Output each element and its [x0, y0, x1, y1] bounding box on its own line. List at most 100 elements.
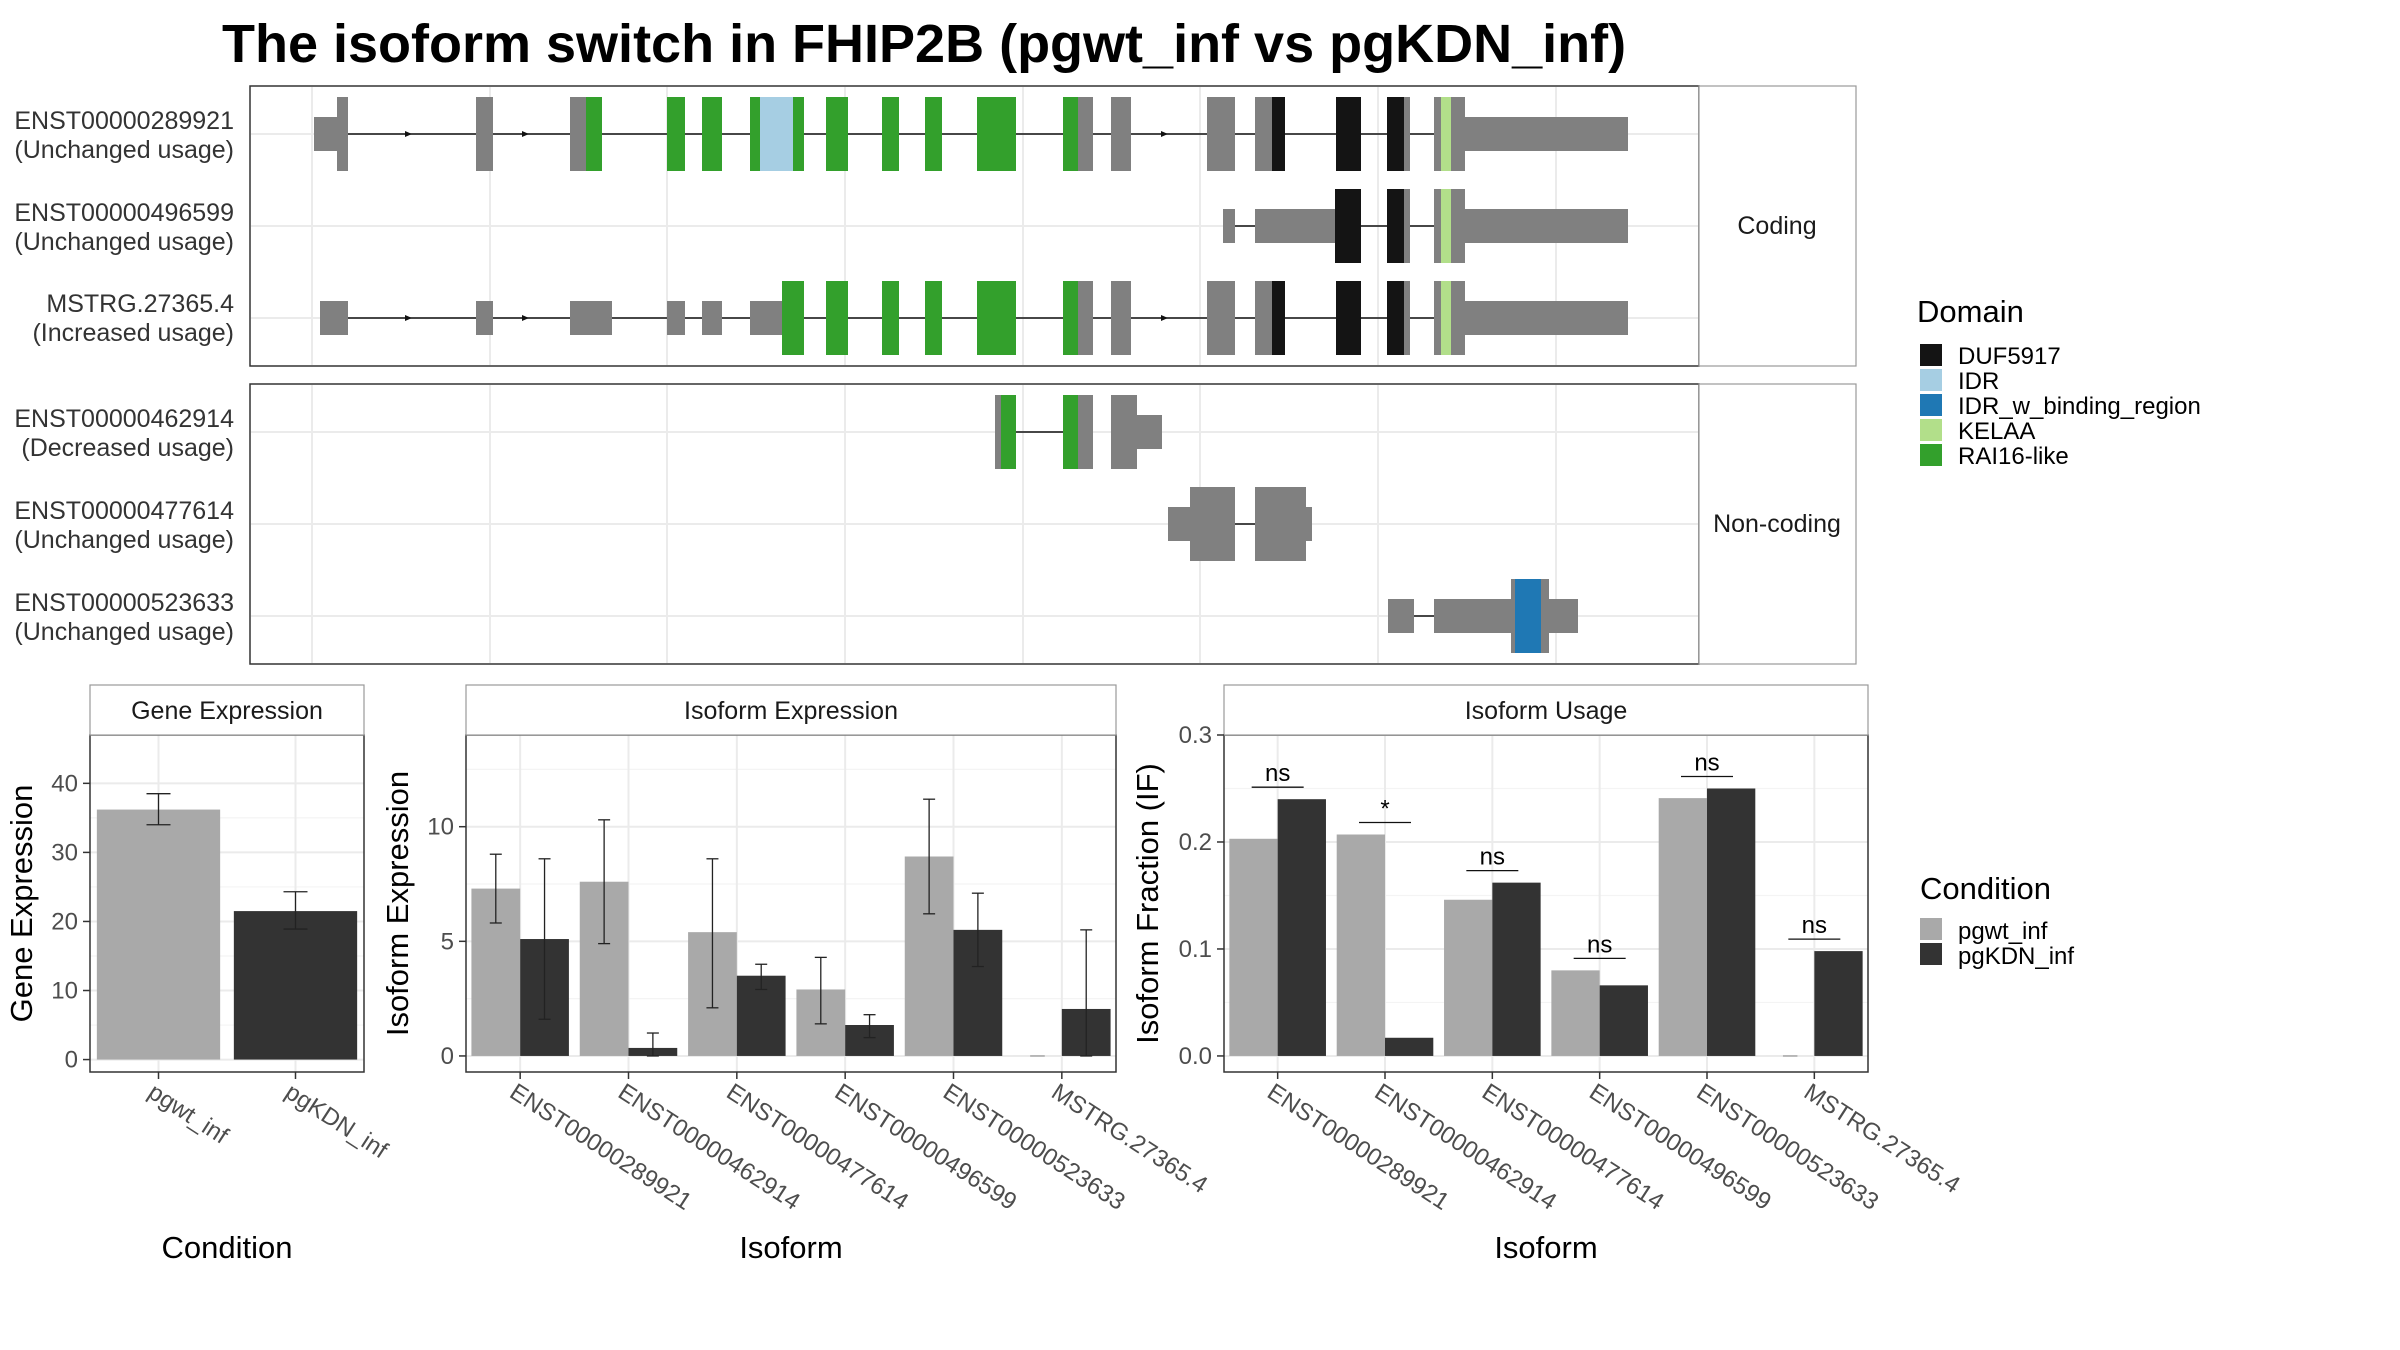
isoform-expression-chart: Isoform Expression0510ENST00000289921ENS… — [380, 684, 1212, 1265]
exon-block — [570, 301, 612, 335]
bar — [1814, 951, 1863, 1056]
transcript-structure-plot: Coding Non-coding ENST00000289921 (Uncha… — [14, 85, 1857, 665]
legend-label-IDR: IDR — [1958, 368, 1999, 395]
intron-arrow — [405, 131, 412, 137]
exon-block — [702, 301, 722, 335]
x-axis-title: Condition — [162, 1230, 293, 1265]
exon-block — [1465, 301, 1628, 335]
exon-block — [1434, 281, 1441, 355]
y-tick-label: 0.1 — [1179, 936, 1212, 963]
coding-strip-label: Coding — [1737, 212, 1816, 240]
exon-block — [882, 281, 899, 355]
exon-block — [1111, 281, 1131, 355]
legend-label-KELAA: KELAA — [1958, 418, 2035, 445]
figure-title: The isoform switch in FHIP2B (pgwt_inf v… — [222, 14, 1626, 74]
panel-background — [1224, 735, 1868, 1072]
exon-block — [1063, 281, 1078, 355]
exon-block — [1078, 281, 1093, 355]
gene-expression-chart: Gene Expression 0 10 20 30 40 pgwt_inf pgKDN_in… — [4, 684, 393, 1265]
x-tick-label: ENST00000477614 — [722, 1078, 914, 1215]
transcript-usage-label: (Unchanged usage) — [14, 618, 234, 646]
y-tick-label: 0.2 — [1179, 829, 1212, 856]
legend-label-pgwt-inf: pgwt_inf — [1958, 918, 2048, 945]
panel-title: Isoform Expression — [684, 697, 898, 725]
exon-block — [1335, 189, 1361, 263]
exon-block — [1434, 97, 1441, 171]
transcript-id-label: ENST00000477614 — [14, 497, 234, 525]
exon-block — [1441, 97, 1451, 171]
y-tick-label: 10 — [427, 814, 454, 841]
y-tick-label: 0.3 — [1179, 722, 1212, 749]
transcript-id-label: ENST00000523633 — [14, 589, 234, 617]
exon-block — [1137, 415, 1162, 449]
bar — [1551, 970, 1600, 1056]
x-tick-label: ENST00000462914 — [613, 1078, 805, 1215]
x-tick-label: ENST00000289921 — [505, 1078, 697, 1215]
transcript-id-label: MSTRG.27365.4 — [46, 290, 234, 318]
bar — [1707, 788, 1756, 1056]
exon-block — [1111, 97, 1131, 171]
y-tick-label: 0 — [441, 1043, 454, 1070]
x-tick-label: ENST00000477614 — [1477, 1078, 1669, 1215]
exon-block — [1223, 209, 1235, 243]
x-tick-label: ENST00000496599 — [830, 1078, 1022, 1215]
x-tick-label: ENST00000523633 — [938, 1078, 1130, 1215]
exon-block — [476, 301, 493, 335]
exon-block — [1001, 395, 1016, 469]
exon-block — [1063, 395, 1078, 469]
exon-block — [1078, 395, 1093, 469]
y-tick-label: 40 — [51, 770, 78, 797]
intron-arrow — [1161, 131, 1168, 137]
intron-arrow — [405, 315, 412, 321]
exon-block — [1451, 281, 1465, 355]
exon-block — [1511, 579, 1515, 653]
exon-block — [1207, 97, 1235, 171]
legend-swatch-IDR-w-binding-region — [1920, 394, 1942, 416]
exon-block — [1111, 395, 1137, 469]
exon-block — [1306, 507, 1312, 541]
panel-title: Gene Expression — [131, 697, 323, 725]
legend-swatch-IDR — [1920, 369, 1942, 391]
transcript-usage-label: (Unchanged usage) — [14, 228, 234, 256]
exon-block — [1063, 97, 1078, 171]
exon-block — [476, 97, 493, 171]
bar — [1492, 882, 1541, 1056]
legend-swatch-RAI16-like — [1920, 444, 1942, 466]
significance-label: * — [1380, 795, 1389, 822]
exon-block — [667, 301, 685, 335]
panel-strip — [1223, 684, 1869, 736]
domain-legend: Domain DUF5917 IDR IDR_w_binding_region … — [1917, 294, 2201, 470]
exon-block — [1272, 281, 1285, 355]
exon-block — [1255, 97, 1272, 171]
y-tick-label: 5 — [441, 928, 454, 955]
exon-block — [882, 97, 899, 171]
exon-block — [1441, 281, 1451, 355]
legend-swatch-pgkdn-inf — [1920, 943, 1942, 965]
coding-panel: Coding — [249, 85, 1857, 367]
panel-background — [466, 735, 1116, 1072]
exon-block — [1255, 209, 1335, 243]
exon-block — [702, 97, 722, 171]
legend-swatch-pgwt-inf — [1920, 918, 1942, 940]
y-tick-label: 10 — [51, 978, 78, 1005]
exon-block — [782, 281, 804, 355]
x-tick-label: pgwt_inf — [143, 1078, 233, 1150]
exon-block — [977, 281, 1016, 355]
exon-block — [1434, 189, 1441, 263]
y-axis-title: Gene Expression — [4, 785, 39, 1023]
exon-block — [570, 97, 586, 171]
y-tick-label: 0 — [65, 1047, 78, 1074]
condition-legend-title: Condition — [1920, 871, 2051, 906]
exon-block — [1549, 599, 1578, 633]
bar — [1444, 899, 1493, 1056]
exon-block — [977, 97, 1016, 171]
transcript-id-label: ENST00000289921 — [14, 107, 234, 135]
transcript-usage-label: (Decreased usage) — [21, 434, 234, 462]
significance-label: ns — [1802, 912, 1827, 939]
panel-strip — [465, 684, 1117, 736]
condition-legend: Condition pgwt_inf pgKDN_inf — [1920, 871, 2074, 970]
transcript-id-label: ENST00000462914 — [14, 405, 234, 433]
exon-block — [925, 97, 942, 171]
bar — [1336, 834, 1385, 1056]
exon-block — [1387, 189, 1404, 263]
